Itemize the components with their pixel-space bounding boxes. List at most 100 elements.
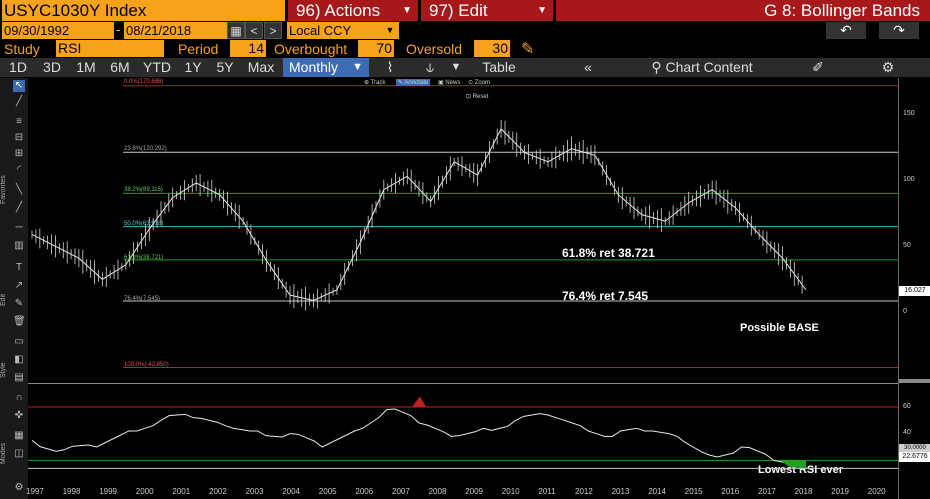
undo-button[interactable]: ↶ xyxy=(826,22,866,39)
track-button[interactable]: ⊕ Track xyxy=(364,80,386,86)
date-separator: - xyxy=(116,22,121,37)
x-tick: 2018 xyxy=(794,487,813,496)
actions-menu[interactable]: 96) Actions ▼ xyxy=(288,0,418,21)
trash-icon[interactable]: 🗑 xyxy=(13,316,26,327)
channel-tool-icon[interactable]: ▥ xyxy=(14,240,24,251)
pen-tool-icon[interactable]: ╲ xyxy=(15,184,23,195)
y-tick: 150 xyxy=(903,110,915,117)
prev-arrow-icon[interactable]: < xyxy=(245,22,263,39)
line-draw-icon[interactable]: ╱ xyxy=(15,96,23,107)
reset-button[interactable]: ⊡ Reset xyxy=(466,94,489,100)
redo-button[interactable]: ↷ xyxy=(879,22,919,39)
rsi-oversold-badge: 30.0000 xyxy=(899,444,930,452)
style-tool-icon[interactable]: ▤ xyxy=(14,372,24,383)
start-date-field[interactable]: 09/30/1992 xyxy=(2,22,114,39)
zoom-button[interactable]: ⊙ Zoom xyxy=(468,80,491,86)
end-date-field[interactable]: 08/21/2018 xyxy=(124,22,236,39)
brush-tool-icon[interactable]: ╱ xyxy=(15,202,23,213)
price-axis: 150 100 50 0 16.027 60 40 30.0000 22.677… xyxy=(898,78,930,499)
chart-content-button[interactable]: ⚲ Chart Content xyxy=(642,58,762,77)
arc-tool-icon[interactable]: ◜ xyxy=(17,164,21,175)
ruler-icon[interactable]: ⊟ xyxy=(14,132,24,143)
overbought-field[interactable]: 70 xyxy=(358,40,394,57)
snap-icon[interactable]: ◫ xyxy=(14,448,24,459)
range-1m[interactable]: 1M xyxy=(76,59,96,75)
range-max[interactable]: Max xyxy=(247,59,275,75)
overbought-fill xyxy=(412,396,426,407)
arrow-tool-icon[interactable]: ↗ xyxy=(14,280,24,291)
gear-icon[interactable]: ⚙ xyxy=(14,482,24,493)
x-tick: 1999 xyxy=(99,487,117,496)
edit-menu[interactable]: 97) Edit ▼ xyxy=(421,0,553,21)
fib-label-382: 38.2%(89.115) xyxy=(124,187,163,193)
chart-content-label: Chart Content xyxy=(665,59,753,75)
magnet-icon[interactable]: ∩ xyxy=(15,392,23,403)
fib-tool-icon[interactable]: ≡ xyxy=(16,116,22,127)
chevron-down-icon[interactable]: ▼ xyxy=(381,22,399,39)
crosshair-icon[interactable]: ✜ xyxy=(14,410,24,421)
ret-618-annotation: 61.8% ret 38.721 xyxy=(562,246,655,260)
calendar-icon[interactable]: ▦ xyxy=(227,22,245,39)
x-tick: 2001 xyxy=(172,487,191,496)
chart-content-icon: ⚲ xyxy=(651,59,666,75)
marker-tool-icon[interactable]: ✎ xyxy=(14,298,24,309)
shape-tool-icon[interactable]: ▭ xyxy=(14,336,24,347)
edit-label: Edit xyxy=(0,293,7,306)
x-tick: 1998 xyxy=(62,487,81,496)
x-tick: 1997 xyxy=(26,487,44,496)
grid-tool-icon[interactable]: ⊞ xyxy=(14,148,24,159)
track-label: Track xyxy=(370,80,386,86)
security-title[interactable]: USYC1030Y Index xyxy=(2,0,285,21)
range-5y[interactable]: 5Y xyxy=(216,59,234,75)
edit-chart-icon[interactable]: ✐ xyxy=(812,59,824,75)
range-3d[interactable]: 3D xyxy=(43,59,61,75)
pencil-icon[interactable]: ✎ xyxy=(521,41,535,58)
fib-label-618: 61.8%(38.721) xyxy=(124,255,164,261)
price-line xyxy=(31,127,807,301)
news-label: News xyxy=(445,80,461,86)
horizontal-line-icon[interactable]: ─ xyxy=(15,222,23,233)
annotate-button[interactable]: ✎ Annotate xyxy=(396,79,431,86)
line-chart-icon[interactable]: ⌇ xyxy=(386,59,394,75)
table-button[interactable]: Table xyxy=(482,59,516,75)
range-6m[interactable]: 6M xyxy=(110,59,130,75)
oversold-field[interactable]: 30 xyxy=(474,40,510,57)
x-tick: 2020 xyxy=(867,487,886,496)
zoom-label: Zoom xyxy=(474,80,491,86)
text-tool-icon[interactable]: T xyxy=(15,262,23,273)
rsi-line xyxy=(31,408,807,468)
news-button[interactable]: ▣ News xyxy=(438,80,461,86)
chevron-down-icon[interactable]: ▼ xyxy=(450,61,462,73)
fib-label-100: 100.0%(-42.850) xyxy=(124,362,169,368)
possible-base-annotation: Possible BASE xyxy=(740,322,819,334)
actions-label: 96) Actions xyxy=(296,1,381,20)
layers-icon[interactable]: ▦ xyxy=(14,430,24,441)
fib-label-764: 76.4%(7.545) xyxy=(124,296,161,302)
chevron-down-icon: ▼ xyxy=(537,5,547,16)
currency-select[interactable]: Local CCY xyxy=(287,22,397,39)
fib-label-236: 23.6%(120.292) xyxy=(124,146,167,152)
price-chart[interactable] xyxy=(28,78,898,383)
collapse-icon[interactable]: « xyxy=(584,59,592,75)
next-arrow-icon[interactable]: > xyxy=(264,22,282,39)
x-tick: 2013 xyxy=(611,487,630,496)
rsi-tick: 40 xyxy=(903,429,911,436)
gear-icon[interactable]: ⚙ xyxy=(881,59,895,75)
toolbar xyxy=(0,58,930,77)
drawing-sidebar: ↖ ╱ ≡ ⊟ ⊞ ◜ ╲ ╱ ─ ▥ T ↗ ✎ 🗑 ▭ ◧ ▤ ∩ ✜ ▦ … xyxy=(0,78,28,499)
color-tool-icon[interactable]: ◧ xyxy=(14,354,24,365)
pointer-icon[interactable]: ↖ xyxy=(13,80,25,92)
range-1y[interactable]: 1Y xyxy=(184,59,202,75)
panel-divider[interactable] xyxy=(899,379,930,383)
period-select[interactable]: Monthly ▼ xyxy=(283,58,369,77)
range-ytd[interactable]: YTD xyxy=(143,59,171,75)
y-tick: 100 xyxy=(903,176,915,183)
x-tick: 2012 xyxy=(575,487,593,496)
style-label: Style xyxy=(0,362,7,378)
x-tick: 2002 xyxy=(209,487,227,496)
rsi-chart[interactable] xyxy=(28,383,898,487)
chart-style-icon[interactable]: ⫝ xyxy=(425,59,435,75)
study-field[interactable]: RSI xyxy=(56,40,164,57)
period-field[interactable]: 14 xyxy=(230,40,266,57)
range-1d[interactable]: 1D xyxy=(9,59,27,75)
